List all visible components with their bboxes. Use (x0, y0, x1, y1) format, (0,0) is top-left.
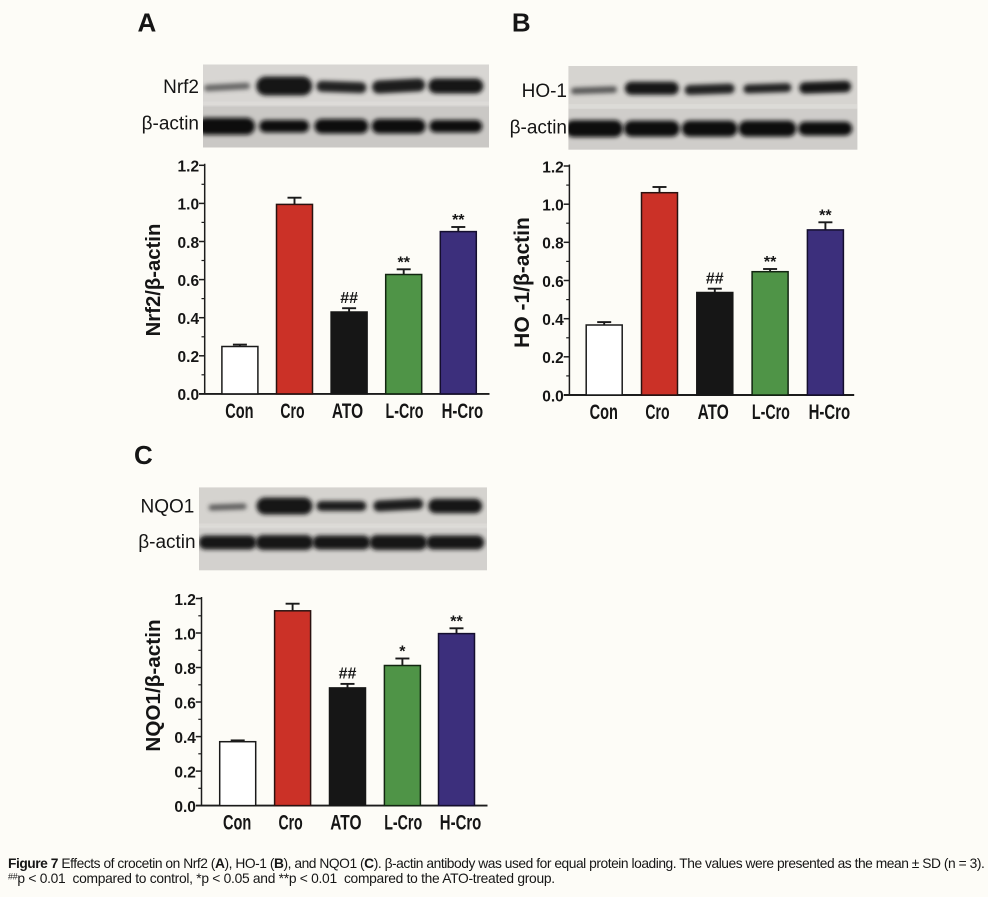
svg-text:Cro: Cro (279, 811, 303, 835)
svg-text:0.6: 0.6 (542, 274, 564, 291)
svg-text:1.0: 1.0 (542, 198, 564, 215)
svg-text:1.0: 1.0 (174, 626, 196, 643)
svg-text:β-actin: β-actin (142, 114, 199, 135)
svg-text:HO-1: HO-1 (522, 81, 567, 102)
svg-text:H-Cro: H-Cro (809, 400, 851, 424)
svg-text:Con: Con (225, 399, 253, 423)
svg-text:1.2: 1.2 (542, 159, 564, 176)
svg-text:β-actin: β-actin (510, 118, 567, 139)
svg-text:**: ** (452, 212, 465, 229)
svg-text:0.2: 0.2 (174, 764, 196, 781)
svg-text:0.2: 0.2 (542, 350, 564, 367)
svg-text:L-Cro: L-Cro (384, 811, 422, 835)
svg-text:ATO: ATO (698, 400, 729, 424)
svg-text:0.8: 0.8 (178, 235, 200, 252)
svg-text:*: * (399, 644, 406, 661)
svg-text:**: ** (397, 254, 410, 271)
svg-text:**: ** (819, 207, 832, 224)
svg-text:**: ** (764, 254, 777, 271)
svg-text:1.2: 1.2 (174, 592, 196, 609)
svg-text:0.8: 0.8 (542, 236, 564, 253)
svg-text:0.4: 0.4 (174, 730, 196, 747)
svg-text:ATO: ATO (330, 811, 361, 835)
svg-text:0.4: 0.4 (542, 312, 564, 329)
svg-text:L-Cro: L-Cro (386, 399, 424, 423)
svg-text:0.0: 0.0 (178, 387, 200, 404)
svg-text:L-Cro: L-Cro (752, 400, 790, 424)
svg-text:0.4: 0.4 (178, 311, 200, 328)
svg-text:0.2: 0.2 (178, 349, 200, 366)
svg-text:1.0: 1.0 (178, 197, 200, 214)
svg-text:C: C (134, 440, 153, 470)
svg-text:0.6: 0.6 (178, 273, 200, 290)
svg-text:**: ** (450, 613, 463, 630)
svg-text:HO -1/β-actin: HO -1/β-actin (511, 217, 534, 348)
svg-text:NQO1/β-actin: NQO1/β-actin (142, 619, 165, 751)
svg-text:ATO: ATO (332, 399, 363, 423)
svg-text:A: A (138, 8, 157, 38)
svg-text:0.6: 0.6 (174, 695, 196, 712)
svg-text:H-Cro: H-Cro (442, 399, 484, 423)
svg-text:Nrf2: Nrf2 (163, 77, 199, 98)
svg-text:Con: Con (223, 811, 251, 835)
svg-text:NQO1: NQO1 (141, 497, 195, 518)
svg-text:0.8: 0.8 (174, 661, 196, 678)
svg-text:Cro: Cro (280, 399, 304, 423)
svg-text:B: B (512, 8, 531, 38)
svg-text:##: ## (340, 290, 358, 307)
svg-text:Cro: Cro (645, 400, 669, 424)
svg-text:β-actin: β-actin (138, 532, 195, 553)
svg-text:0.0: 0.0 (542, 388, 564, 405)
svg-text:0.0: 0.0 (174, 799, 196, 816)
svg-text:##: ## (706, 271, 724, 288)
svg-text:H-Cro: H-Cro (440, 811, 482, 835)
svg-text:Nrf2/β-actin: Nrf2/β-actin (143, 224, 165, 337)
svg-text:1.2: 1.2 (178, 159, 200, 176)
svg-text:##: ## (339, 666, 357, 683)
svg-text:Con: Con (590, 400, 618, 424)
